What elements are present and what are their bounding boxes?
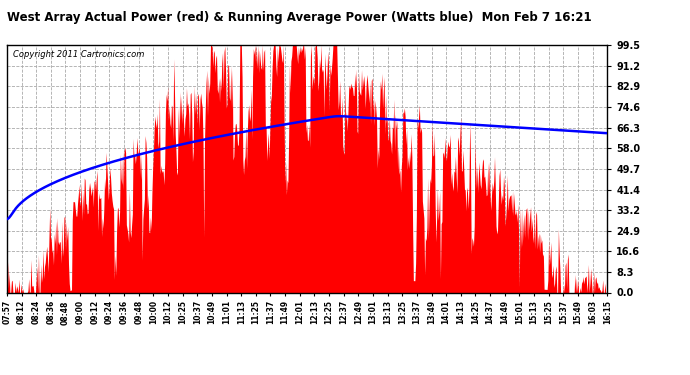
- Text: Copyright 2011 Cartronics.com: Copyright 2011 Cartronics.com: [13, 50, 144, 59]
- Text: West Array Actual Power (red) & Running Average Power (Watts blue)  Mon Feb 7 16: West Array Actual Power (red) & Running …: [7, 11, 591, 24]
